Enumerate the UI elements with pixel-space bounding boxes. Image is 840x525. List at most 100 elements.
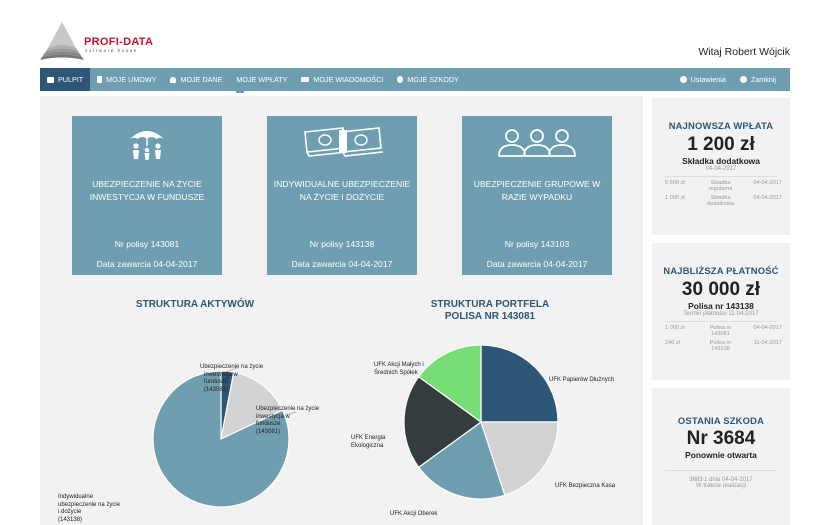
row-date: 04-04-2017 <box>753 325 782 331</box>
card-date: Data zawarcia 04-04-2017 <box>96 259 198 269</box>
card-date: Data zawarcia 04-04-2017 <box>291 259 393 269</box>
dashboard-main: UBEZPIECZENIE NA ŻYCIE INWESTYCJA W FUND… <box>40 96 643 525</box>
nav-label: MOJE UMOWY <box>106 75 157 84</box>
label-line: (143138) <box>58 516 83 523</box>
credit-card-icon <box>236 88 245 93</box>
user-icon <box>170 76 177 83</box>
envelope-icon <box>301 77 310 82</box>
label-line: Indywidualne <box>58 494 94 500</box>
last-claim-title: OSTANIA SZKODA <box>677 415 765 426</box>
portfolio-chart-title: STRUKTURA PORTFELA POLISA NR 143081 <box>390 299 590 323</box>
label-line: ubezpieczenie na życie <box>58 501 121 508</box>
label-line: inwestycja w <box>204 371 238 378</box>
card-policy: Nr polisy 143103 <box>504 239 570 249</box>
nav-item-dane[interactable]: MOJE DANE <box>163 68 229 91</box>
latest-payment-title: NAJNOWSZA WPŁATA <box>668 120 774 131</box>
row-type: Składka dodatkowa <box>706 195 735 207</box>
portfolio-label-energy: UFK Energia Ekologiczna <box>351 435 401 450</box>
pie-slice[interactable] <box>417 344 482 424</box>
pie-slice[interactable] <box>152 370 290 508</box>
leader-line <box>285 411 297 416</box>
row-policy: Polisa nr 143081 <box>709 325 732 337</box>
latest-payment-type: Składka dodatkowa <box>682 156 760 166</box>
pie-slice[interactable] <box>480 344 559 423</box>
brand-tagline: software house <box>85 48 138 53</box>
monitor-icon <box>47 76 54 83</box>
nav-item-pulpit[interactable]: PULPIT <box>40 68 91 91</box>
wheelchair-icon <box>397 76 404 83</box>
row-policy: Polisa nr 143138 <box>709 340 732 352</box>
nav-item-wiadomosci[interactable]: MOJE WIADOMOŚCI <box>294 68 390 91</box>
next-payment-panel[interactable]: NAJBLIŻSZA PŁATNOŚĆ 30 000 zł Polisa nr … <box>652 243 790 380</box>
label-line: (143081) <box>204 386 229 393</box>
assets-label-b: Ubezpieczenie na życie inwestycja w fund… <box>256 406 336 436</box>
label-line: inwestycja w <box>256 413 290 420</box>
last-claim-note: 3683 z dnia 04-04-2017 <box>689 477 753 483</box>
gear-icon <box>679 76 687 83</box>
pie-slice[interactable] <box>220 371 284 441</box>
pie-slice[interactable] <box>480 421 559 496</box>
portfolio-label-oberek: UFK Akcji Oberek <box>390 511 438 517</box>
divider <box>665 470 777 471</box>
nav-label: MOJE WIADOMOŚCI <box>313 75 384 84</box>
logo-mark-icon <box>40 22 84 60</box>
row-amount: 1 000 zł <box>665 195 685 201</box>
policy-card[interactable]: UBEZPIECZENIE NA ŻYCIE INWESTYCJA W FUND… <box>72 116 222 275</box>
label-line: (143081) <box>256 428 281 435</box>
pie-slice[interactable] <box>403 375 483 469</box>
divider <box>665 176 777 177</box>
card-title: UBEZPIECZENIE GRUPOWE W RAZIE WYPADKU <box>473 179 601 202</box>
nav-item-szkody[interactable]: MOJE SZKODY <box>390 68 466 91</box>
group-people-icon <box>462 126 612 162</box>
logout-link[interactable]: Zamknij <box>733 68 790 91</box>
next-payment-amount: 30 000 zł <box>681 279 761 300</box>
card-policy: Nr polisy 143138 <box>309 239 375 249</box>
main-nav: PULPIT MOJE UMOWY MOJE DANE MOJE WPŁATY … <box>40 68 790 93</box>
row-date: 04-04-2017 <box>753 180 782 186</box>
document-icon <box>97 76 103 83</box>
logout-label: Zamknij <box>750 75 776 84</box>
money-stack-icon <box>267 126 417 162</box>
last-claim-panel[interactable]: OSTANIA SZKODA Nr 3684 Ponownie otwarta … <box>652 388 790 525</box>
policy-card[interactable]: UBEZPIECZENIE GRUPOWE W RAZIE WYPADKU Nr… <box>462 116 612 275</box>
row-date: 11-04-2017 <box>753 340 782 346</box>
label-line: funduszE <box>204 379 230 385</box>
settings-link[interactable]: Ustawienia <box>673 68 733 91</box>
row-amount: 5 600 zł <box>665 180 685 186</box>
portfolio-label-cash: UFK Bezpieczna Kasa <box>555 483 616 489</box>
leader-line <box>225 367 238 373</box>
portfolio-title-line-1: STRUKTURA PORTFELA <box>430 299 550 310</box>
latest-payment-date: 04-04-2017 <box>705 166 737 172</box>
label-line: Ubezpieczenie na życie <box>200 364 264 370</box>
label-line: Ubezpieczenie na życie <box>256 406 320 412</box>
latest-payment-panel[interactable]: NAJNOWSZA WPŁATA 1 200 zł Składka dodatk… <box>652 98 790 235</box>
nav-label: MOJE SZKODY <box>407 75 459 84</box>
divider <box>665 321 777 322</box>
label-line: UFK Energia <box>351 435 386 441</box>
portfolio-label-small: UFK Akcji Małych i Średnich Spółek <box>374 362 454 377</box>
brand-name: PROFI-DATA <box>84 36 154 48</box>
policy-card[interactable]: INDYWIDUALNE UBEZPIECZENIE NA ŻYCIE I DO… <box>267 116 417 275</box>
logo[interactable] <box>40 20 170 62</box>
nav-label: MOJE DANE <box>180 75 223 84</box>
card-title: INDYWIDUALNE UBEZPIECZENIE NA ŻYCIE I DO… <box>273 179 411 202</box>
next-payment-title: NAJBLIŻSZA PŁATNOŚĆ <box>663 265 779 276</box>
last-claim-number: Nr 3684 <box>686 428 756 449</box>
payment-row: 1 000 zł Składka dodatkowa 04-04-2017 <box>652 195 790 207</box>
portfolio-title-line-2: POLISA NR 143081 <box>444 311 536 322</box>
latest-payment-amount: 1 200 zł <box>687 134 755 155</box>
label-line: Średnich Spółek <box>374 369 418 376</box>
last-claim-note: W trakcie realizacji <box>695 483 746 489</box>
power-icon <box>739 76 747 83</box>
nav-item-wplaty[interactable]: MOJE WPŁATY <box>229 68 294 93</box>
label-line: fundusze <box>256 421 281 427</box>
payment-row: 240 zł Polisa nr 143138 11-04-2017 <box>652 340 790 352</box>
pie-slice[interactable] <box>417 421 506 500</box>
last-claim-status: Ponownie otwarta <box>685 450 757 460</box>
assets-chart-title: STRUKTURA AKTYWÓW <box>135 299 255 310</box>
label-line: i dożycie <box>58 509 82 515</box>
assets-label-c: Indywidualne ubezpieczenie na życie i do… <box>58 494 138 524</box>
assets-pie-chart <box>152 344 559 508</box>
nav-item-umowy[interactable]: MOJE UMOWY <box>90 68 163 91</box>
nav-label: PULPIT <box>58 75 84 84</box>
